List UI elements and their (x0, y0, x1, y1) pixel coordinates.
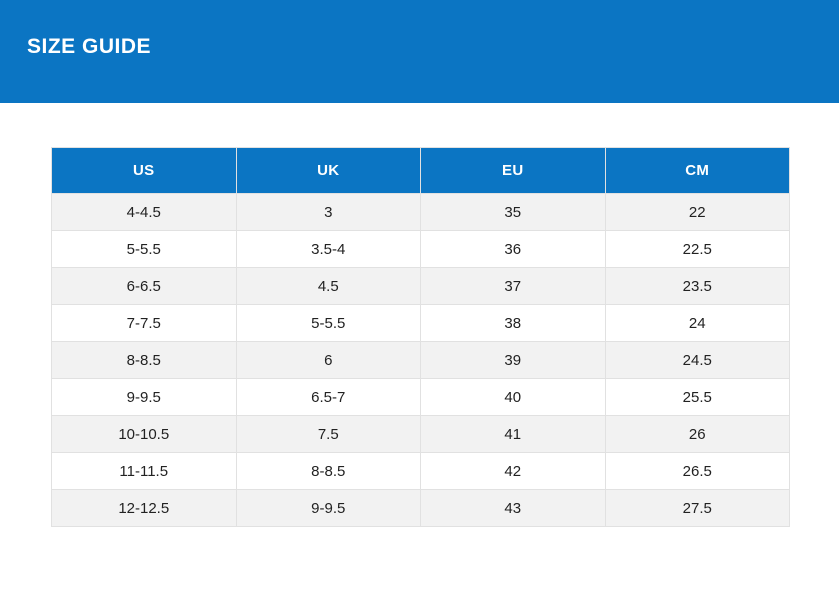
table-row: 5-5.5 3.5-4 36 22.5 (51, 230, 790, 268)
size-chart-body: 4-4.5 3 35 22 5-5.5 3.5-4 36 22.5 6-6.5 4.5 37 23.5… (51, 193, 790, 527)
page-title: SIZE GUIDE (27, 34, 152, 58)
size-chart-table: US UK EU CM 4-4.5 3 35 22 5-5.5 3.5-4 36 22.5 6-6.5… (51, 147, 790, 527)
cell-us-row7: 10-10.5 (51, 415, 237, 453)
cell-eu-row4: 38 (420, 304, 606, 342)
cell-cm-row9: 27.5 (604, 489, 790, 527)
cell-us-row2: 5-5.5 (51, 230, 237, 268)
table-row: 8-8.5 6 39 24.5 (51, 341, 790, 379)
cell-eu-row5: 39 (420, 341, 606, 379)
cell-us-row4: 7-7.5 (51, 304, 237, 342)
cell-us-row3: 6-6.5 (51, 267, 237, 305)
cell-cm-row4: 24 (604, 304, 790, 342)
size-chart-header-row: US UK EU CM (51, 147, 790, 194)
cell-us-row1: 4-4.5 (51, 193, 237, 231)
cell-uk-row2: 3.5-4 (235, 230, 421, 268)
cell-eu-row9: 43 (420, 489, 606, 527)
cell-eu-row3: 37 (420, 267, 606, 305)
column-header-us: US (51, 147, 237, 194)
table-row: 12-12.5 9-9.5 43 27.5 (51, 489, 790, 527)
table-row: 7-7.5 5-5.5 38 24 (51, 304, 790, 342)
cell-eu-row2: 36 (420, 230, 606, 268)
cell-uk-row9: 9-9.5 (235, 489, 421, 527)
cell-uk-row4: 5-5.5 (235, 304, 421, 342)
cell-us-row8: 11-11.5 (51, 452, 237, 490)
table-row: 6-6.5 4.5 37 23.5 (51, 267, 790, 305)
cell-eu-row1: 35 (420, 193, 606, 231)
cell-eu-row8: 42 (420, 452, 606, 490)
cell-uk-row3: 4.5 (235, 267, 421, 305)
cell-uk-row8: 8-8.5 (235, 452, 421, 490)
cell-cm-row7: 26 (604, 415, 790, 453)
size-guide-banner: SIZE GUIDE (0, 0, 839, 103)
table-row: 11-11.5 8-8.5 42 26.5 (51, 452, 790, 490)
cell-cm-row2: 22.5 (604, 230, 790, 268)
cell-cm-row1: 22 (604, 193, 790, 231)
column-header-uk: UK (235, 147, 421, 194)
cell-us-row9: 12-12.5 (51, 489, 237, 527)
cell-cm-row5: 24.5 (604, 341, 790, 379)
table-row: 9-9.5 6.5-7 40 25.5 (51, 378, 790, 416)
cell-uk-row5: 6 (235, 341, 421, 379)
cell-cm-row8: 26.5 (604, 452, 790, 490)
size-guide-content: US UK EU CM 4-4.5 3 35 22 5-5.5 3.5-4 36 22.5 6-6.5… (51, 147, 790, 527)
cell-cm-row6: 25.5 (604, 378, 790, 416)
cell-uk-row1: 3 (235, 193, 421, 231)
header-row: US UK EU CM (51, 147, 790, 194)
column-header-eu: EU (420, 147, 606, 194)
cell-cm-row3: 23.5 (604, 267, 790, 305)
column-header-cm: CM (604, 147, 790, 194)
cell-us-row6: 9-9.5 (51, 378, 237, 416)
table-row: 4-4.5 3 35 22 (51, 193, 790, 231)
cell-uk-row7: 7.5 (235, 415, 421, 453)
cell-us-row5: 8-8.5 (51, 341, 237, 379)
cell-eu-row6: 40 (420, 378, 606, 416)
cell-uk-row6: 6.5-7 (235, 378, 421, 416)
cell-eu-row7: 41 (420, 415, 606, 453)
table-row: 10-10.5 7.5 41 26 (51, 415, 790, 453)
